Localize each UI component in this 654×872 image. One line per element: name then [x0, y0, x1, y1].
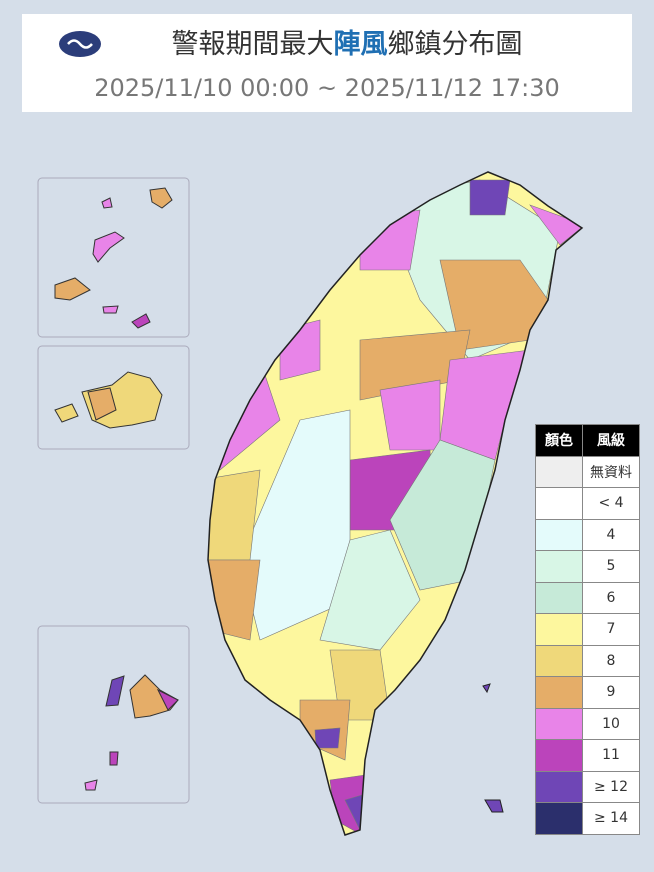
- legend-label: 7: [582, 613, 640, 646]
- legend-label: 6: [582, 581, 640, 614]
- legend-row: 11: [535, 739, 640, 772]
- legend-swatch: [535, 613, 583, 646]
- legend-swatch: [535, 707, 583, 740]
- title-text: 警報期間最大: [171, 29, 334, 60]
- header-cell: 顏色: [535, 424, 583, 457]
- inset-islands: [54, 187, 179, 791]
- legend-label: 11: [582, 739, 640, 772]
- period: 2025/11/10 00:00 ~ 2025/11/12 17:30: [94, 74, 560, 102]
- legend-row: ≥ 12: [535, 770, 640, 803]
- header: 警報期間最大陣風鄉鎮分布圖 2025/11/10 00:00 ~ 2025/11…: [22, 14, 632, 112]
- legend-row: 5: [535, 550, 640, 583]
- legend-row: 8: [535, 644, 640, 677]
- legend-swatch: [535, 644, 583, 677]
- legend-row: 9: [535, 676, 640, 709]
- legend-swatch: [535, 739, 583, 772]
- header-cell: 風級: [582, 424, 640, 457]
- legend: 顏色 風級 無資料 < 4 4 5 6 7 8 9 10 11 ≥ 12 ≥ 14: [535, 424, 640, 835]
- legend-row: 10: [535, 707, 640, 740]
- legend-row: 無資料: [535, 455, 640, 488]
- title-highlight: 陣風: [333, 29, 388, 60]
- legend-label: < 4: [582, 487, 640, 520]
- title: 警報期間最大陣風鄉鎮分布圖: [22, 22, 632, 61]
- small-islands: [482, 683, 504, 813]
- legend-row: < 4: [535, 487, 640, 520]
- legend-label: 5: [582, 550, 640, 583]
- legend-label: 無資料: [582, 455, 640, 488]
- legend-row: 4: [535, 518, 640, 551]
- legend-row: 7: [535, 613, 640, 646]
- legend-label: ≥ 14: [582, 802, 640, 835]
- logo: [59, 31, 101, 57]
- legend-swatch: [535, 550, 583, 583]
- legend-swatch: [535, 676, 583, 709]
- legend-swatch: [535, 487, 583, 520]
- title-text: 鄉鎮分布圖: [387, 29, 523, 60]
- legend-label: 9: [582, 676, 640, 709]
- legend-label: 10: [582, 707, 640, 740]
- legend-header: 顏色 風級: [535, 424, 640, 457]
- legend-row: ≥ 14: [535, 802, 640, 835]
- legend-label: 4: [582, 518, 640, 551]
- legend-swatch: [535, 802, 583, 835]
- legend-row: 6: [535, 581, 640, 614]
- legend-label: ≥ 12: [582, 770, 640, 803]
- legend-swatch: [535, 770, 583, 803]
- taiwan-regions: [208, 172, 582, 835]
- legend-label: 8: [582, 644, 640, 677]
- legend-swatch: [535, 455, 583, 488]
- legend-swatch: [535, 518, 583, 551]
- legend-swatch: [535, 581, 583, 614]
